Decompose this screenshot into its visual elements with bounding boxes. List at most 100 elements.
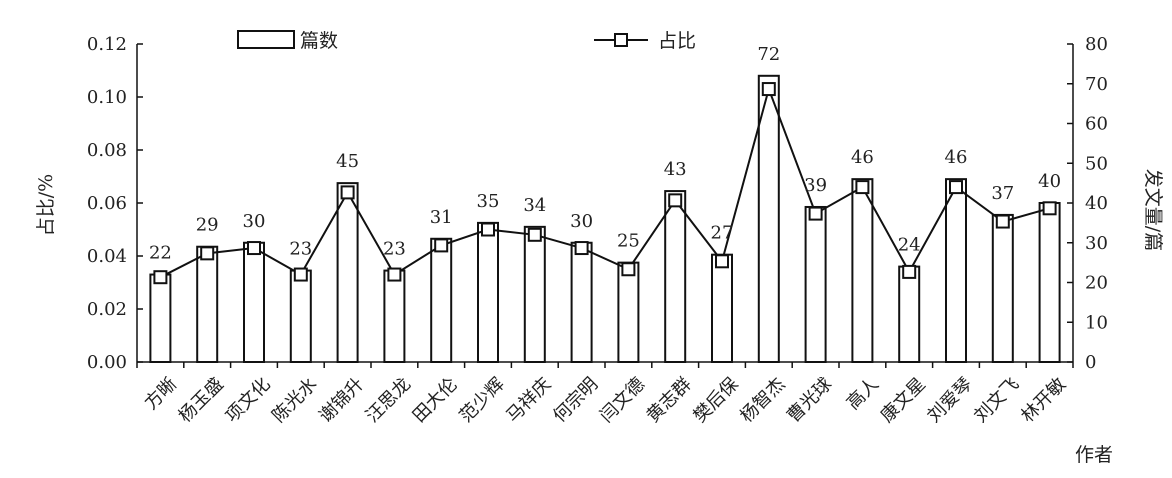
category-label: 闫文德 [596,374,649,427]
ratio-point [761,82,776,97]
ratio-point [340,185,355,200]
category-label: 陈光水 [268,374,321,427]
line-series [153,82,1057,285]
bar-value-label: 23 [289,239,312,260]
bar-value-label: 35 [477,191,500,212]
bar-value-label: 40 [1038,171,1061,192]
category-label: 高人 [843,374,883,414]
axes: 0.00 0.02 0.04 0.06 0.08 0.10 0.12 0 10 20 30 40 50 6… [87,34,1108,373]
left-tick-label: 0.00 [87,352,127,373]
category-label: 田大伦 [409,374,462,427]
bar [711,253,733,363]
bar-value-label: 39 [804,175,827,196]
bar-value-label: 29 [196,215,219,236]
ratio-point [715,254,729,269]
category-label: 谢锦升 [315,374,368,427]
bar-value-label: 30 [570,211,593,232]
ratio-point [153,270,168,285]
category-label: 项文化 [222,374,275,427]
left-tick-label: 0.12 [87,34,127,55]
right-tick-label: 40 [1085,193,1108,214]
value-labels: 22 29 30 23 45 23 31 35 34 30 25 43 27 72 39 46 24 46 37 40 [149,44,1061,264]
bar-series [149,74,1061,364]
category-label: 康文星 [877,374,930,427]
right-axis-title: 发文量/篇 [1142,169,1164,251]
bar-value-label: 43 [664,159,687,180]
legend-bar-swatch [237,30,295,49]
bar [898,265,921,364]
ratio-point [995,214,1010,229]
bar [991,213,1014,363]
bar [523,225,546,363]
category-label: 方晰 [141,374,181,414]
ratio-point [621,262,636,277]
bar-value-label: 22 [149,243,172,264]
legend-bar-label: 篇数 [300,30,338,52]
ratio-point [434,238,449,253]
bar-value-label: 25 [617,231,640,252]
bar-value-label: 31 [430,207,453,228]
category-label: 马祥庆 [502,374,555,427]
bar-value-label: 23 [383,239,406,260]
bar [804,205,827,363]
category-label: 刘文飞 [970,374,1023,427]
ratio-point [200,246,215,261]
bar [149,273,172,363]
legend-line-marker [614,33,628,47]
ratio-point [247,241,261,256]
bar-value-label: 72 [757,44,780,65]
right-tick-label: 80 [1085,34,1108,55]
left-tick-label: 0.08 [87,140,127,161]
bar [477,221,499,363]
category-label: 樊后保 [690,374,743,427]
right-tick-label: 50 [1085,153,1108,174]
category-label: 林开敏 [1017,374,1070,427]
category-label: 杨智杰 [736,374,789,427]
bar [617,261,640,363]
ratio-point [1042,201,1057,216]
ratio-point [808,206,823,221]
category-label: 刘爱琴 [924,374,977,427]
ratio-point [855,180,870,195]
category-label: 杨玉盛 [175,374,228,427]
ratio-point [527,227,542,242]
bar [430,237,453,363]
legend: 篇数 占比 [237,30,696,52]
bar [383,269,406,364]
ratio-point [481,222,495,237]
bar-value-label: 24 [898,235,921,256]
bar-value-label: 34 [523,195,546,216]
right-tick-label: 60 [1085,114,1108,135]
category-label: 黄志群 [643,374,696,427]
category-label: 范少辉 [456,374,509,427]
bar [336,182,359,363]
bar [945,178,967,363]
left-tick-label: 0.04 [87,246,127,267]
bar-value-label: 46 [851,147,874,168]
ratio-line [159,85,1050,279]
bar-value-label: 37 [991,183,1014,204]
ratio-point [668,193,683,208]
bar [851,178,874,363]
right-tick-label: 0 [1085,352,1096,373]
category-label: 曹光球 [783,374,836,427]
left-tick-label: 0.10 [87,87,127,108]
right-tick-label: 70 [1085,74,1108,95]
bar-value-label: 45 [336,151,359,172]
bar [289,269,312,364]
category-label: 何宗明 [549,374,602,427]
ratio-point [949,180,963,195]
bar-value-label: 27 [711,223,734,244]
bar [570,241,593,363]
legend-line-label: 占比 [658,30,696,52]
bar [243,241,265,363]
bar [664,190,687,363]
ratio-point [387,267,402,282]
category-labels: 方晰杨玉盛项文化陈光水谢锦升汪思龙田大伦范少辉马祥庆何宗明闫文德黄志群樊后保杨智… [141,374,1071,427]
bar-value-label: 30 [243,211,266,232]
left-tick-label: 0.06 [87,193,127,214]
ratio-point [902,264,917,279]
right-tick-label: 10 [1085,312,1108,333]
right-tick-label: 30 [1085,233,1108,254]
